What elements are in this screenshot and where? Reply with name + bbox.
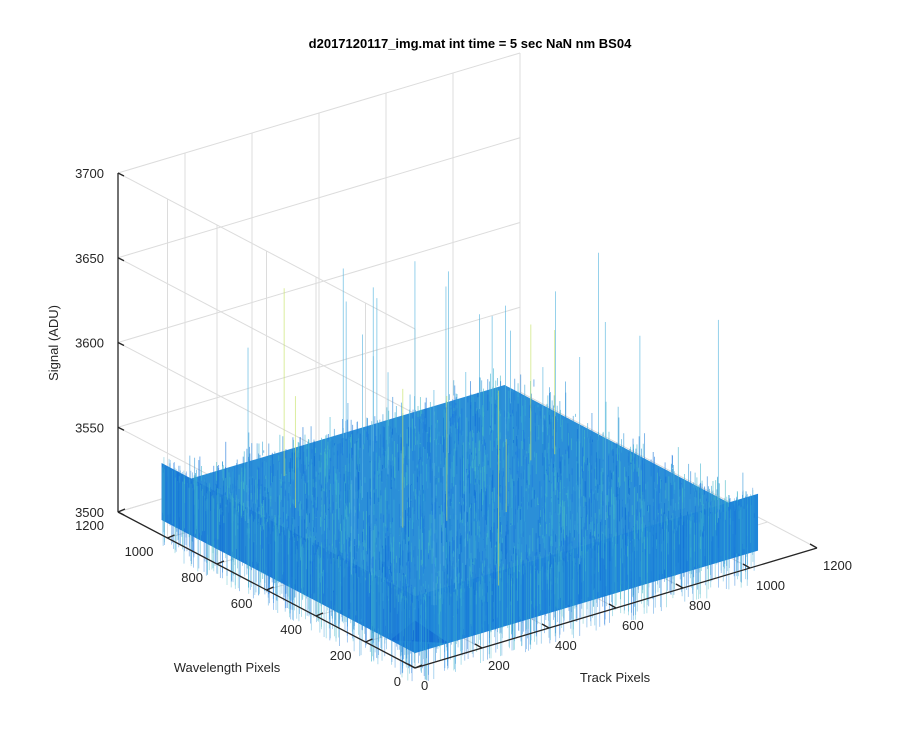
chart-title: d2017120117_img.mat int time = 5 sec NaN… xyxy=(309,36,632,51)
x-tick-label: 600 xyxy=(622,618,644,633)
z-tick-label: 3500 xyxy=(75,505,104,520)
y-tick-label: 0 xyxy=(394,674,401,689)
y-tick-label: 400 xyxy=(280,622,302,637)
y-tick xyxy=(266,586,274,591)
y-tick-label: 600 xyxy=(231,596,253,611)
y-axis-label: Wavelength Pixels xyxy=(174,660,281,675)
z-tick-label: 3550 xyxy=(75,420,104,435)
z-tick-label: 3650 xyxy=(75,251,104,266)
grid-line xyxy=(117,137,521,259)
y-tick-label: 800 xyxy=(181,570,203,585)
x-tick xyxy=(474,643,483,649)
grid-line xyxy=(117,257,416,415)
surface-plot xyxy=(161,252,759,682)
x-tick-label: 0 xyxy=(421,678,428,693)
z-tick xyxy=(117,511,125,516)
x-tick xyxy=(742,563,751,569)
x-tick xyxy=(407,663,416,669)
x-tick xyxy=(541,623,550,629)
y-tick xyxy=(365,638,373,643)
x-tick xyxy=(809,543,818,549)
y-tick xyxy=(414,664,423,669)
x-tick xyxy=(675,583,684,589)
x-axis-label: Track Pixels xyxy=(580,670,651,685)
z-tick xyxy=(117,341,125,347)
y-tick xyxy=(315,612,324,617)
y-tick xyxy=(216,560,225,565)
y-tick-label: 200 xyxy=(330,648,352,663)
z-tick-label: 3700 xyxy=(75,166,104,181)
x-tick xyxy=(608,603,617,609)
x-tick-label: 800 xyxy=(689,598,711,613)
grid-line xyxy=(117,52,521,174)
z-tick xyxy=(117,257,125,262)
tick-labels: 0 200 400 600 800 1000 1200 0 200 400 600 800 1000 12… xyxy=(75,166,852,693)
axes xyxy=(117,172,818,669)
x-tick-label: 400 xyxy=(555,638,577,653)
z-axis-label: Signal (ADU) xyxy=(46,305,61,381)
y-tick-label: 1200 xyxy=(75,518,104,533)
z-tick xyxy=(117,172,125,177)
grid-line xyxy=(117,306,521,428)
z-tick-label: 3600 xyxy=(75,336,104,351)
x-tick-label: 200 xyxy=(488,658,510,673)
y-tick xyxy=(167,534,175,539)
grid-line xyxy=(117,172,416,330)
y-tick-label: 1000 xyxy=(125,544,154,559)
y-tick xyxy=(117,508,126,513)
x-tick-label: 1200 xyxy=(823,558,852,573)
x-tick-label: 1000 xyxy=(756,578,785,593)
grid-line xyxy=(117,222,521,343)
z-tick xyxy=(117,426,125,431)
